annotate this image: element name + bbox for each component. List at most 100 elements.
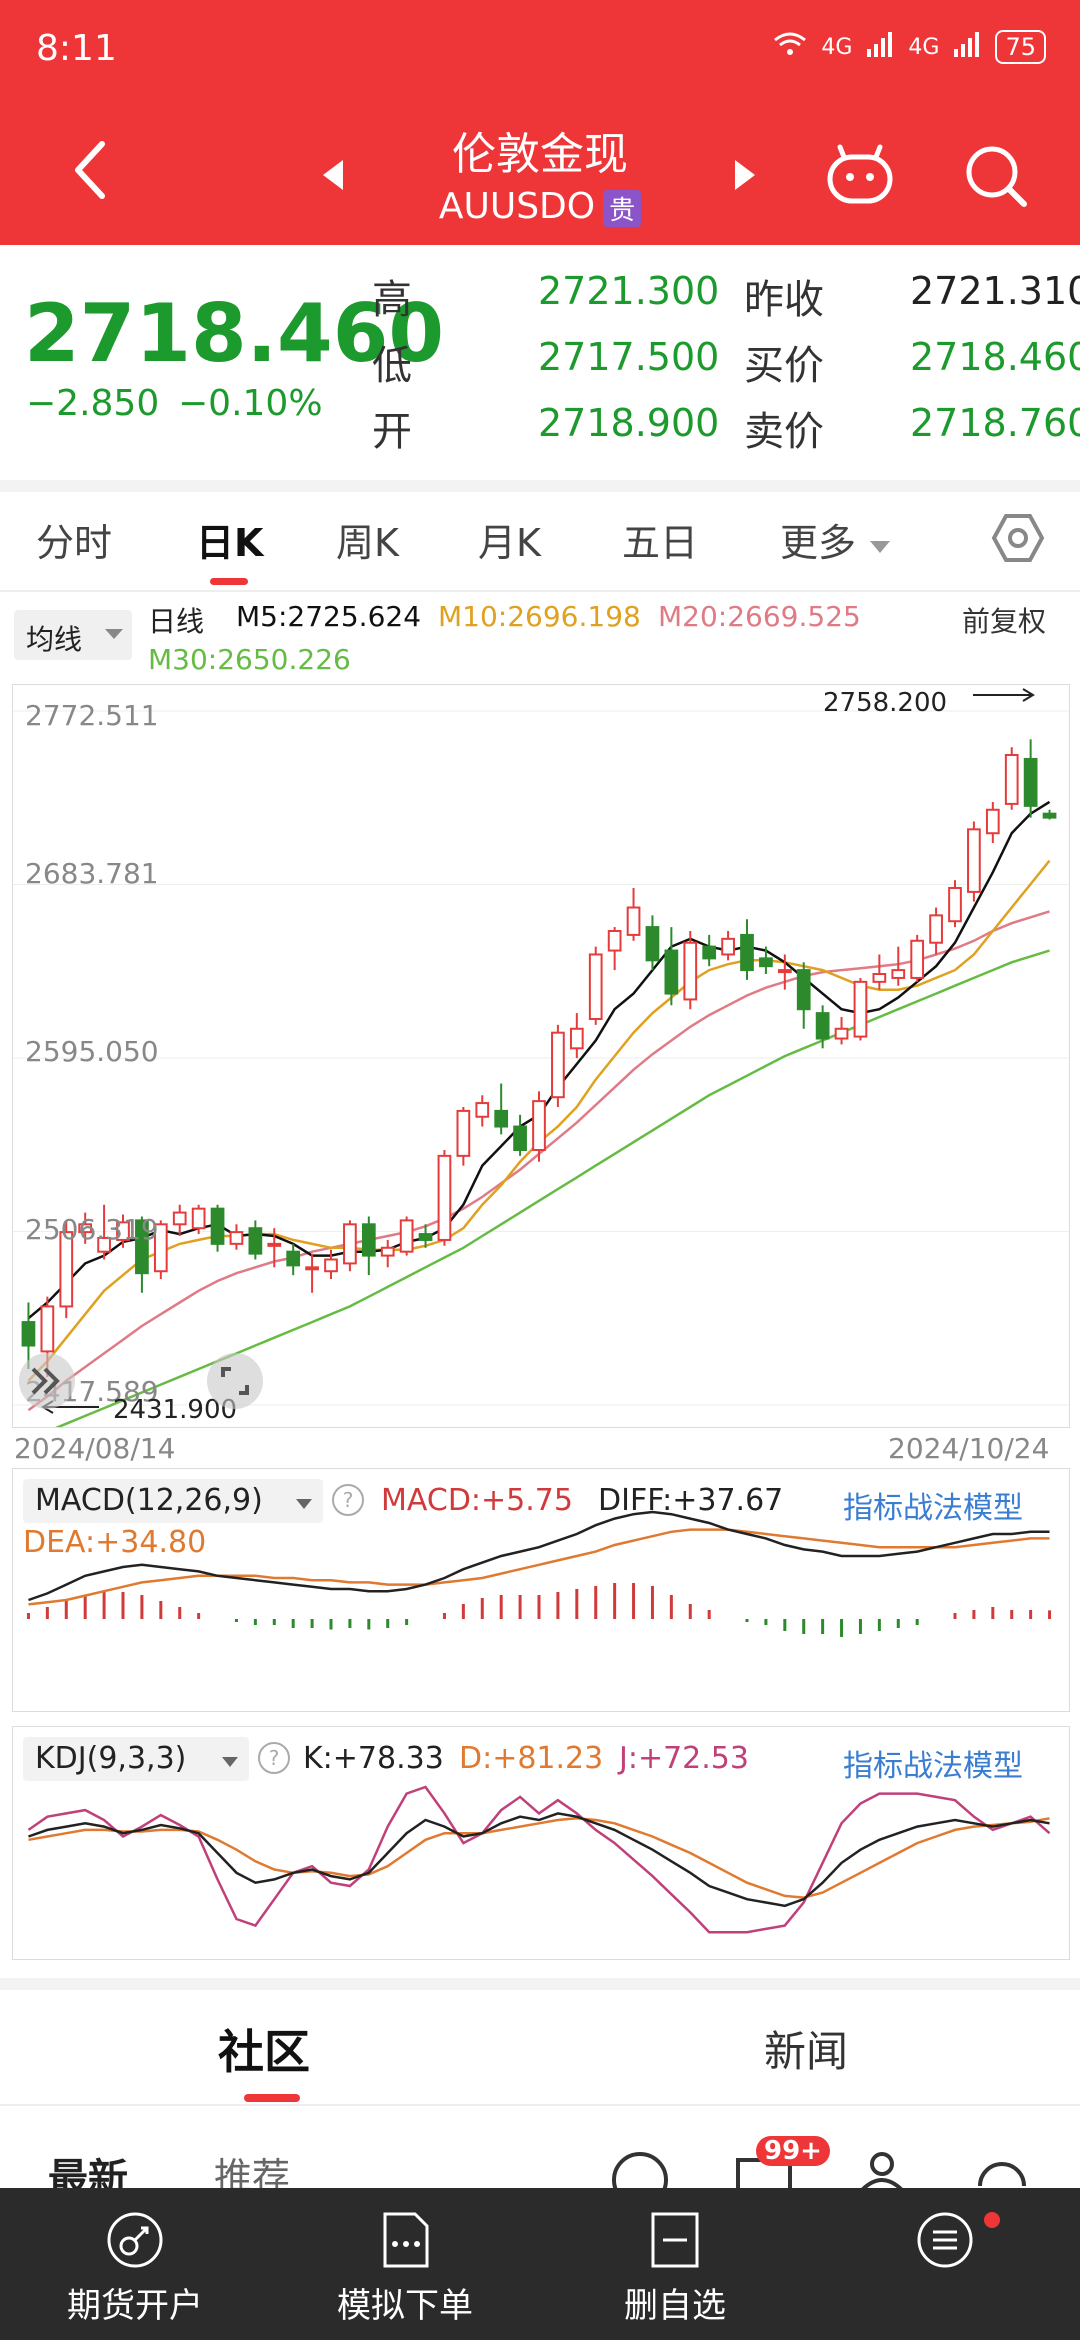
user-icon[interactable] xyxy=(858,2150,906,2194)
tab-more-label: 更多 xyxy=(780,521,857,565)
settings-icon[interactable] xyxy=(990,510,1050,570)
kdj-panel[interactable]: KDJ(9,3,3) ? K:+78.33 D:+81.23 J:+72.53 … xyxy=(12,1726,1070,1960)
candle-body xyxy=(361,1223,376,1257)
robot-assistant-icon[interactable] xyxy=(820,135,900,215)
tab-more[interactable]: 更多 xyxy=(780,512,892,567)
candle-body xyxy=(494,1109,509,1128)
candle-body xyxy=(853,980,868,1038)
candle-body xyxy=(286,1250,301,1267)
candle-body xyxy=(324,1258,338,1273)
dea-value: DEA:+34.80 xyxy=(23,1525,207,1560)
kdj-canvas xyxy=(27,1785,1051,1934)
x-end-date: 2024/10/24 xyxy=(888,1432,1050,1465)
candle-body xyxy=(210,1207,225,1245)
d-value: D:+81.23 xyxy=(459,1741,604,1776)
d-line xyxy=(28,1817,1050,1899)
candle-body xyxy=(948,886,962,923)
candle-body xyxy=(891,969,906,979)
candle-body xyxy=(834,1027,849,1040)
candle-body xyxy=(683,941,698,1001)
k-line xyxy=(28,1812,1050,1908)
remove-watchlist-icon xyxy=(645,2210,705,2270)
k-value: K:+78.33 xyxy=(303,1741,444,1776)
simulated-order-icon xyxy=(375,2210,435,2270)
bid-value: 2718.460 xyxy=(910,335,1080,379)
category-tag: 贵 xyxy=(603,189,642,227)
tab-monthly-k[interactable]: 月K xyxy=(478,521,541,565)
candle-body xyxy=(929,914,943,944)
ma30-line xyxy=(55,949,1050,1427)
tab-weekly-k[interactable]: 周K xyxy=(336,521,399,565)
candle-body xyxy=(721,937,735,956)
dea-line xyxy=(28,1528,1050,1606)
notification-dot xyxy=(984,2212,1000,2228)
y-tick-label: 2772.511 xyxy=(25,699,159,732)
expand-left-icon[interactable] xyxy=(19,1353,75,1409)
ma-selector[interactable]: 均线 xyxy=(14,610,132,660)
back-icon[interactable] xyxy=(60,140,120,200)
next-symbol-icon[interactable] xyxy=(730,155,760,195)
chevron-down-icon xyxy=(221,1753,239,1772)
svg-text:?: ? xyxy=(343,1488,354,1512)
candle-body xyxy=(513,1125,527,1151)
open-label: 开 xyxy=(372,409,412,455)
candle-body xyxy=(740,933,754,972)
adjust-mode[interactable]: 前复权 xyxy=(962,605,1047,638)
candle-body xyxy=(267,1242,282,1247)
tab-news[interactable]: 新闻 xyxy=(764,2027,849,2076)
wifi-icon xyxy=(773,31,807,63)
candle-body xyxy=(97,1236,111,1253)
bid-label: 买价 xyxy=(744,343,824,389)
help-icon[interactable]: ? xyxy=(257,1741,291,1779)
nav-futures-account[interactable]: 期货开户 xyxy=(0,2188,270,2340)
diff-line xyxy=(28,1510,1050,1602)
tab-community[interactable]: 社区 xyxy=(218,2025,310,2079)
candle-body xyxy=(418,1233,433,1241)
price-change-pct: −0.10% xyxy=(178,383,323,424)
kdj-selector[interactable]: KDJ(9,3,3) xyxy=(23,1737,249,1781)
signal-label-1: 4G xyxy=(821,34,853,60)
candle-body xyxy=(456,1109,471,1157)
y-tick-label: 2506.319 xyxy=(25,1213,159,1246)
y-tick-label: 2595.050 xyxy=(25,1035,159,1068)
diff-value: DIFF:+37.67 xyxy=(598,1483,784,1518)
bottom-nav: 期货开户 模拟下单 删自选 xyxy=(0,2188,1080,2340)
refresh-icon[interactable] xyxy=(972,2150,1032,2194)
candle-body xyxy=(532,1100,546,1151)
help-icon[interactable]: ? xyxy=(331,1483,365,1521)
nav-menu[interactable] xyxy=(810,2188,1080,2340)
macd-panel[interactable]: MACD(12,26,9) ? MACD:+5.75 DIFF:+37.67 指… xyxy=(12,1468,1070,1712)
prev-close-value: 2721.310 xyxy=(910,269,1080,313)
candle-body xyxy=(796,969,811,1011)
macd-canvas xyxy=(26,1510,1052,1637)
j-line xyxy=(27,1785,1051,1934)
nav-remove-watchlist[interactable]: 删自选 xyxy=(540,2188,810,2340)
strategy-model-link[interactable]: 指标战法模型 xyxy=(843,1491,1023,1526)
tab-daily-k[interactable]: 日K xyxy=(196,521,264,565)
j-value: J:+72.53 xyxy=(619,1741,749,1776)
candle-body xyxy=(380,1246,395,1257)
candle-body xyxy=(815,1012,830,1040)
search-icon[interactable] xyxy=(955,135,1035,215)
macd-selector[interactable]: MACD(12,26,9) xyxy=(23,1479,323,1523)
fullscreen-icon[interactable] xyxy=(207,1353,263,1409)
prev-symbol-icon[interactable] xyxy=(318,155,348,195)
candle-body xyxy=(569,1027,584,1050)
ask-value: 2718.760 xyxy=(910,401,1080,445)
ma10-value: M10:2696.198 xyxy=(438,600,641,633)
max-arrow xyxy=(973,688,1035,702)
candle-body xyxy=(475,1102,490,1118)
candle-body xyxy=(664,949,679,995)
tab-intraday[interactable]: 分时 xyxy=(36,521,113,565)
macd-title: MACD(12,26,9) xyxy=(35,1483,263,1518)
kline-chart[interactable]: 2772.511 2683.781 2595.050 2506.319 2417… xyxy=(12,684,1070,1428)
nav-simulated-order[interactable]: 模拟下单 xyxy=(270,2188,540,2340)
candle-body xyxy=(985,808,1000,835)
ma-selector-label: 均线 xyxy=(26,623,83,656)
menu-icon xyxy=(915,2210,975,2270)
tab-five-day[interactable]: 五日 xyxy=(622,521,699,565)
page-title: 伦敦金现 xyxy=(452,129,628,180)
candle-body xyxy=(1023,757,1038,807)
strategy-model-link[interactable]: 指标战法模型 xyxy=(843,1749,1023,1784)
candle-body xyxy=(872,973,887,983)
